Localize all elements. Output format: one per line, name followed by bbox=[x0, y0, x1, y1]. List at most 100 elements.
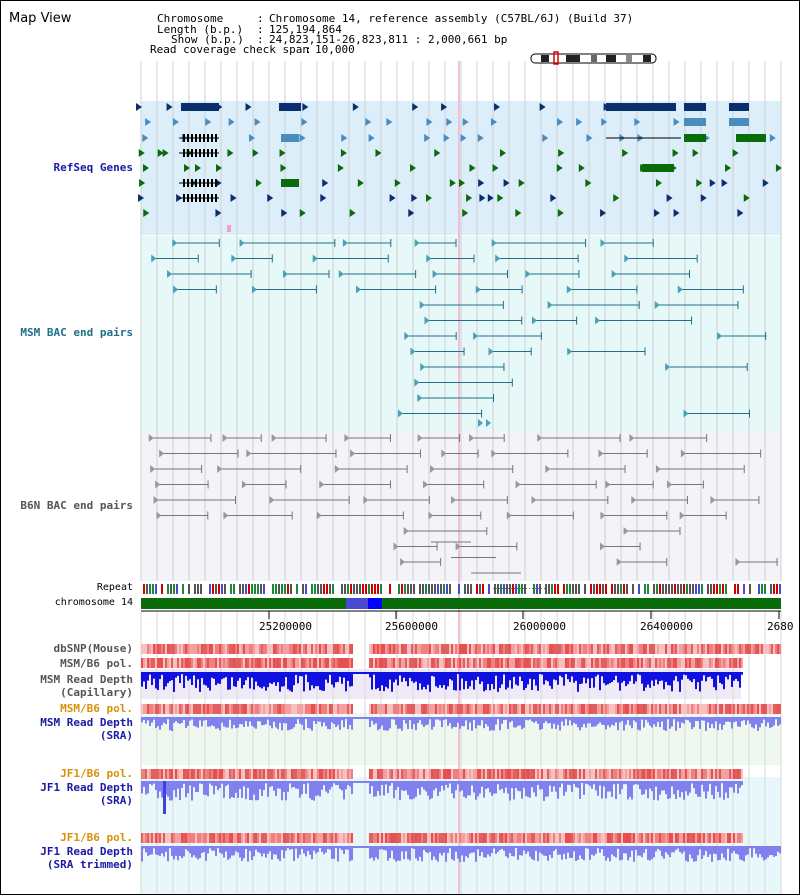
pol-cell bbox=[303, 833, 305, 843]
pol-cell bbox=[697, 658, 699, 668]
bac-end bbox=[334, 465, 340, 473]
depth-bar bbox=[729, 846, 731, 862]
pol-cell bbox=[483, 704, 485, 714]
depth-bar bbox=[471, 717, 473, 731]
bac-end bbox=[677, 285, 683, 294]
depth-bar bbox=[685, 781, 687, 792]
depth-bar bbox=[271, 846, 273, 860]
pol-cell bbox=[525, 704, 527, 714]
pol-cell bbox=[667, 833, 669, 843]
depth-bar bbox=[693, 781, 695, 789]
depth-bar bbox=[449, 846, 451, 849]
depth-bar bbox=[533, 781, 535, 793]
pol-cell bbox=[705, 704, 707, 714]
depth-bar bbox=[377, 717, 379, 731]
depth-bar bbox=[287, 717, 289, 731]
pol-cell bbox=[579, 704, 581, 714]
depth-bar bbox=[177, 717, 179, 723]
pol-cell bbox=[603, 658, 605, 668]
depth-bar bbox=[575, 672, 577, 681]
pol-cell bbox=[569, 704, 571, 714]
depth-bar bbox=[377, 846, 379, 860]
depth-bar bbox=[591, 717, 593, 727]
depth-bar bbox=[779, 717, 781, 725]
depth-bar bbox=[401, 781, 403, 791]
pol-cell bbox=[293, 644, 295, 654]
pol-cell bbox=[347, 833, 349, 843]
pol-cell bbox=[169, 658, 171, 668]
pol-cell bbox=[407, 704, 409, 714]
pol-cell bbox=[251, 644, 253, 654]
pol-cell bbox=[411, 833, 413, 843]
depth-bar bbox=[199, 672, 201, 692]
depth-bar bbox=[323, 717, 325, 723]
depth-bar bbox=[183, 672, 185, 689]
depth-bar bbox=[489, 672, 491, 691]
depth-bar bbox=[335, 781, 337, 786]
pol-cell bbox=[537, 658, 539, 668]
pol-cell bbox=[375, 644, 377, 654]
depth-bar bbox=[213, 672, 215, 679]
gene-marker bbox=[460, 134, 467, 142]
depth-bar bbox=[675, 846, 677, 850]
pol-cell bbox=[203, 833, 205, 843]
depth-bar bbox=[495, 846, 497, 854]
pol-cell bbox=[631, 658, 633, 668]
pol-cell bbox=[657, 833, 659, 843]
depth-bar bbox=[689, 672, 691, 681]
pol-cell bbox=[241, 833, 243, 843]
pol-cell bbox=[245, 769, 247, 779]
pol-cell bbox=[329, 658, 331, 668]
repeat-element bbox=[401, 584, 403, 594]
exon bbox=[195, 179, 197, 187]
pol-cell bbox=[399, 704, 401, 714]
pol-cell bbox=[483, 644, 485, 654]
repeat-element bbox=[518, 584, 520, 594]
pol-cell bbox=[165, 644, 167, 654]
pol-cell bbox=[667, 658, 669, 668]
pol-cell bbox=[565, 644, 567, 654]
pol-cell bbox=[265, 833, 267, 843]
pol-cell bbox=[639, 833, 641, 843]
pol-cell bbox=[617, 704, 619, 714]
pol-cell bbox=[531, 833, 533, 843]
depth-bar bbox=[477, 781, 479, 797]
depth-bar bbox=[457, 846, 459, 859]
pol-cell bbox=[319, 833, 321, 843]
pol-cell bbox=[551, 644, 553, 654]
pol-cell bbox=[515, 704, 517, 714]
pol-cell bbox=[513, 658, 515, 668]
pol-cell bbox=[487, 644, 489, 654]
pol-cell bbox=[673, 833, 675, 843]
depth-bar bbox=[337, 672, 339, 682]
pol-cell bbox=[387, 704, 389, 714]
pol-cell bbox=[215, 769, 217, 779]
depth-bar bbox=[619, 846, 621, 861]
repeat-element bbox=[509, 584, 511, 594]
pol-cell bbox=[717, 704, 719, 714]
pol-cell bbox=[369, 658, 371, 668]
pol-cell bbox=[543, 644, 545, 654]
pol-cell bbox=[219, 833, 221, 843]
pol-cell bbox=[245, 658, 247, 668]
pol-cell bbox=[475, 769, 477, 779]
pol-cell bbox=[305, 644, 307, 654]
pol-cell bbox=[687, 644, 689, 654]
pol-cell bbox=[657, 769, 659, 779]
pol-cell bbox=[585, 644, 587, 654]
depth-bar bbox=[409, 672, 411, 678]
pol-cell bbox=[453, 658, 455, 668]
depth-bar bbox=[683, 672, 685, 675]
depth-bar bbox=[573, 717, 575, 723]
pol-cell bbox=[389, 644, 391, 654]
depth-bar bbox=[561, 672, 563, 678]
repeat-element bbox=[566, 584, 568, 594]
depth-bar bbox=[513, 781, 515, 800]
depth-bar bbox=[597, 781, 599, 796]
depth-bar bbox=[661, 781, 663, 791]
depth-bar bbox=[341, 846, 343, 851]
depth-bar bbox=[649, 846, 651, 861]
pol-cell bbox=[319, 644, 321, 654]
pol-cell bbox=[739, 644, 741, 654]
